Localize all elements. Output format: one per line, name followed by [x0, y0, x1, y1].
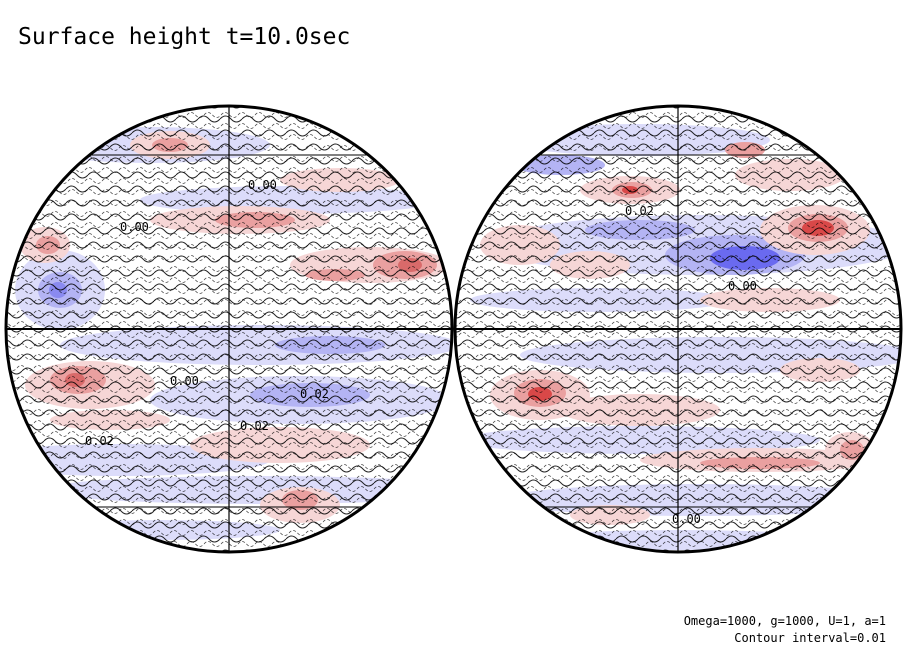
contour-label: 0.00	[672, 512, 701, 526]
contour-label: 0.00	[728, 279, 757, 293]
contour-label: 0.00	[248, 178, 277, 192]
contour-label: 0.02	[240, 419, 269, 433]
contour-label: 0.02	[85, 434, 114, 448]
contour-label: 0.00	[170, 374, 199, 388]
right-hemisphere: 0.02 0.00 0.00	[453, 104, 903, 554]
footer-contour-interval: Contour interval=0.01	[734, 631, 886, 645]
contour-label: 0.02	[625, 204, 654, 218]
left-hemisphere: 0.00 0.00 0.00 0.02 0.02 0.02	[4, 104, 454, 554]
footer-params: Omega=1000, g=1000, U=1, a=1	[683, 614, 886, 628]
contour-label: 0.02	[300, 387, 329, 401]
plot-title: Surface height t=10.0sec	[18, 24, 351, 50]
contour-label: 0.00	[120, 220, 149, 234]
